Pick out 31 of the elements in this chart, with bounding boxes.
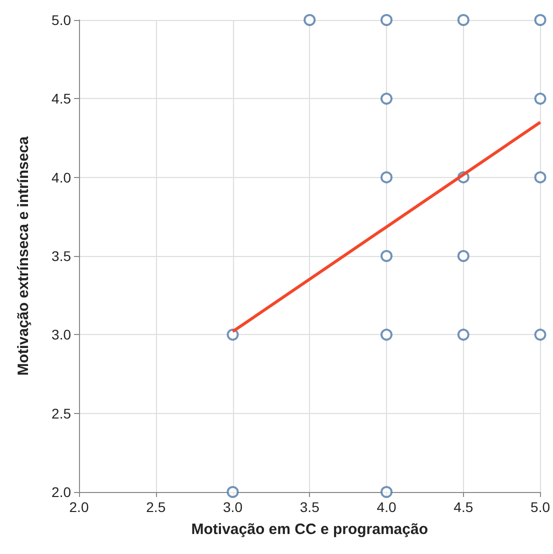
y-tick-label: 4.0 [52, 169, 72, 186]
point [380, 486, 393, 498]
point [380, 250, 393, 262]
point [380, 92, 393, 105]
point [457, 328, 470, 341]
point [380, 14, 393, 26]
y-tick-label: 3.0 [52, 326, 72, 343]
x-tick-label: 4.0 [376, 499, 396, 515]
x-tick-label: 2.5 [146, 499, 166, 515]
point [457, 250, 470, 262]
point [534, 171, 546, 184]
x-axis-title: Motivação em CC e programação [191, 521, 428, 538]
y-tick-label: 2.5 [52, 405, 72, 422]
y-tick-label: 5.0 [52, 12, 72, 28]
y-tick-label: 4.5 [52, 90, 72, 107]
x-tick-label: 5.0 [530, 499, 550, 515]
y-tick-label: 2.0 [52, 484, 72, 500]
point [226, 486, 239, 498]
x-tick-label: 3.0 [223, 499, 243, 515]
point [534, 328, 546, 341]
x-tick-label: 3.5 [300, 499, 320, 515]
y-axis-title: Motivação extrínseca e intrínseca [15, 136, 32, 376]
point [380, 171, 393, 184]
point [457, 14, 470, 26]
y-tick-label: 3.5 [52, 248, 72, 264]
x-tick-label: 2.0 [69, 499, 89, 515]
point [304, 14, 316, 26]
point [534, 14, 546, 26]
point [534, 92, 546, 105]
point [380, 328, 393, 341]
x-tick-label: 4.5 [454, 499, 474, 515]
